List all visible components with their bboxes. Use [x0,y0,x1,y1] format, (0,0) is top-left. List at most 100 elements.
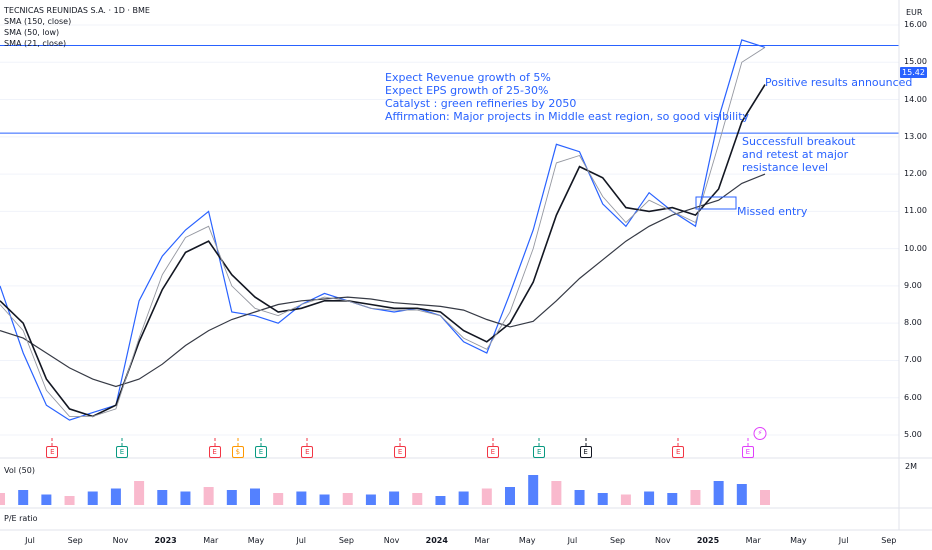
y-tick-label: 7.00 [904,355,922,365]
breakout-line-1: Successfull breakout [742,135,856,148]
breakout-annotation: Successfull breakout and retest at major… [742,135,856,174]
earnings-event-icon[interactable]: E [394,446,407,458]
volume-bar [134,481,145,505]
x-tick-label: Jul [567,536,578,545]
y-tick-label: 6.00 [904,392,922,402]
event-connector [214,438,216,446]
x-tick-label: 2024 [425,536,448,545]
event-connector [492,438,494,446]
volume-axis-tick: 2M [905,462,917,471]
earnings-event-icon[interactable]: E [486,446,499,458]
volume-bar [551,481,562,505]
volume-bar [319,494,330,505]
x-tick-label: Jul [25,536,35,545]
volume-bar [87,491,98,505]
x-tick-label: Sep [881,536,897,545]
y-tick-label: 5.00 [904,430,922,439]
y-tick-label: 8.00 [904,318,922,328]
volume-bar [435,496,446,505]
thesis-line-eps: Expect EPS growth of 25-30% [385,84,549,97]
volume-bar [203,487,214,505]
series-lines [0,39,766,421]
earnings-event-icon[interactable]: E [255,446,267,458]
event-connector [585,438,587,446]
volume-bar [389,491,400,505]
volume-bar [250,488,260,505]
volume-bar [110,488,121,505]
event-connector [538,438,540,446]
breakout-line-2: and retest at major [742,148,849,161]
indicator-sma-150[interactable]: SMA (150, close) [4,17,72,26]
volume-bar [458,491,469,505]
x-tick-label: Sep [67,536,83,545]
earnings-event-icon[interactable]: E [579,446,592,458]
volume-bar [736,484,747,505]
symbol-title[interactable]: TECNICAS REUNIDAS S.A. · 1D · BME [4,6,150,15]
x-tick-label: Jul [838,536,849,545]
earnings-event-icon[interactable]: E [208,446,221,458]
breakout-line-3: resistance level [742,161,829,174]
missed-entry-box [695,196,737,210]
volume-bar [713,481,724,505]
earnings-event-icon[interactable]: E [115,446,128,458]
volume-bar [528,475,539,505]
earnings-event-icon[interactable]: $ [231,446,244,458]
y-tick-label: 16.00 [904,20,927,29]
x-tick-label: 2023 [154,536,177,545]
volume-bar [41,494,52,505]
volume-bar [690,490,701,505]
y-tick-label: 10.00 [904,243,927,253]
event-connector [121,438,123,446]
volume-bars [0,475,770,505]
y-tick-label: 15.00 [904,57,927,67]
pe-ratio-label[interactable]: P/E ratio [4,514,38,523]
volume-bar [18,490,29,505]
indicator-legend: TECNICAS REUNIDAS S.A. · 1D · BME SMA (1… [4,5,150,49]
thesis-line-revenue: Expect Revenue growth of 5% [385,71,551,84]
earnings-event-icon[interactable]: E [301,446,314,458]
earnings-event-icon[interactable]: E [741,446,754,458]
event-connector [306,438,308,446]
x-tick-label: May [247,536,265,545]
series-line [0,173,766,388]
last-price-tag: 15.42 [900,67,927,78]
event-connector [51,438,53,446]
volume-bar [412,493,423,505]
indicator-sma-21[interactable]: SMA (21, close) [4,39,67,48]
split-event-icon[interactable]: ⚡ [753,427,767,440]
event-connector [399,438,401,446]
event-connector [237,438,239,446]
volume-bar [296,491,307,505]
series-line [0,47,766,417]
x-tick-label: Mar [203,536,219,545]
volume-bar [760,490,770,505]
volume-bar [644,491,655,505]
missed-entry-annotation: Missed entry [737,205,808,218]
y-tick-label: 14.00 [904,94,927,104]
series-line [0,84,766,418]
earnings-event-icon[interactable]: E [533,446,546,458]
indicator-sma-50[interactable]: SMA (50, low) [4,28,60,37]
volume-bar [620,494,631,505]
thesis-line-affirmation: Affirmation: Major projects in Middle ea… [385,110,750,123]
volume-bar [226,490,237,505]
positive-results-annotation: Positive results announced [765,76,913,89]
earnings-event-icon[interactable]: E [46,446,59,458]
x-tick-label: Nov [654,536,671,545]
volume-bar [342,493,353,505]
x-tick-label: May [790,536,807,545]
x-tick-label: Mar [474,536,490,545]
earnings-event-icon[interactable]: E [672,446,685,458]
volume-label[interactable]: Vol (50) [4,466,35,475]
event-connector [677,438,679,446]
x-tick-label: Sep [610,536,626,545]
x-tick-label: Nov [383,536,400,545]
currency-label[interactable]: EUR [906,8,923,17]
volume-bar [157,490,168,505]
horizontal-lines [0,45,899,134]
x-tick-label: Mar [745,536,761,545]
volume-bar [64,496,75,505]
volume-bar [505,487,515,505]
